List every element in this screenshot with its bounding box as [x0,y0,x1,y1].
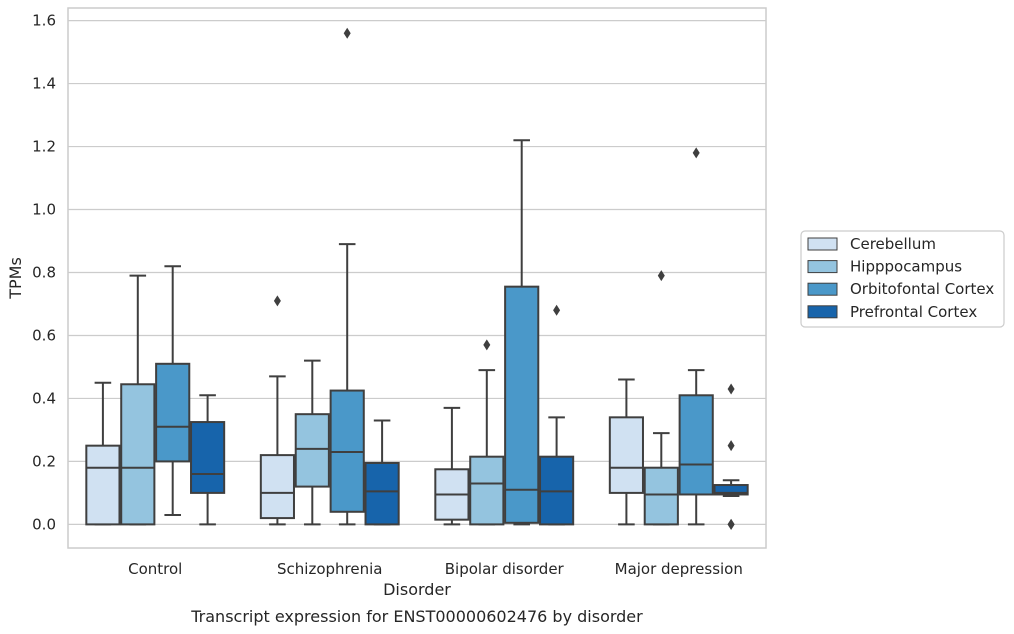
y-axis-label: TPMs [6,257,25,300]
box-prefrontal-cortex [364,419,400,526]
box-body [608,416,644,494]
y-tick-label: 0.0 [32,515,56,533]
legend-swatch [807,282,838,296]
y-tick-label: 0.2 [32,452,56,470]
y-tick-label: 0.6 [32,326,56,344]
outlier-point [692,147,700,159]
x-tick-label: Control [128,560,182,578]
box-cerebellum [85,381,121,526]
y-tick-label: 0.4 [32,389,56,407]
legend-swatch [807,305,838,319]
outlier-point [273,295,281,307]
box-orbitofontal-cortex [329,27,365,526]
outlier-point [727,383,735,395]
box-body [713,484,749,496]
x-axis-ticks: Control Schizophrenia Bipolar disorder Majo… [128,560,743,578]
box-body [190,421,226,494]
box-body [120,383,156,526]
y-tick-label: 1.6 [32,12,56,30]
box-orbitofontal-cortex [678,147,714,526]
outlier-point [553,304,561,316]
x-tick-label: Schizophrenia [277,560,382,578]
legend-label: Cerebellum [850,235,936,253]
x-tick-label: Major depression [615,560,743,578]
legend-label: Hipppocampus [850,258,962,276]
outlier-point [727,518,735,530]
box-prefrontal-cortex [539,304,575,526]
box-hipppocampus [643,270,679,526]
box-prefrontal-cortex [190,394,226,526]
box-body [364,461,400,526]
legend-swatch [807,237,838,251]
y-tick-label: 0.8 [32,263,56,281]
x-axis-label: Disorder [383,580,451,599]
box-cerebellum [434,406,470,526]
box-body [259,454,295,520]
outlier-point [343,27,351,39]
box-body [155,362,191,463]
box-body [469,455,505,526]
box-body [643,466,679,526]
box-hipppocampus [469,339,505,526]
y-tick-label: 1.0 [32,201,56,219]
box-orbitofontal-cortex [504,139,540,526]
box-cerebellum [259,295,295,526]
outlier-point [727,440,735,452]
y-axis-ticks: 0.0 0.2 0.4 0.6 0.8 1.0 1.2 1.4 1.6 [32,12,56,534]
y-tick-label: 1.4 [32,75,56,93]
legend-label: Prefrontal Cortex [850,303,977,321]
box-body [294,413,330,488]
box-hipppocampus [120,274,156,526]
box-hipppocampus [294,359,330,526]
outlier-point [657,270,665,282]
box-prefrontal-cortex [713,383,749,530]
box-body [678,394,714,496]
x-tick-label: Bipolar disorder [445,560,565,578]
box-body [504,285,540,524]
box-cerebellum [608,378,644,526]
chart-caption: Transcript expression for ENST0000060247… [190,607,643,626]
outlier-point [483,339,491,351]
box-body [85,444,121,526]
boxes [85,27,749,530]
legend-swatch [807,260,838,274]
legend-frame [800,230,1005,328]
plot-frame [67,7,767,549]
legend-label: Orbitofontal Cortex [850,280,994,298]
legend: Cerebellum Hipppocampus Orbitofontal Corte… [800,230,1005,328]
y-tick-label: 1.2 [32,138,56,156]
box-orbitofontal-cortex [155,265,191,516]
